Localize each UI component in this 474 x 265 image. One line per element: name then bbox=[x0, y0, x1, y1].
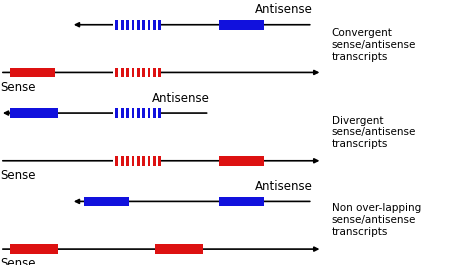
Bar bbox=[113, 156, 161, 166]
Bar bbox=[155, 244, 203, 254]
Bar bbox=[113, 20, 161, 30]
Bar bbox=[113, 68, 161, 77]
Bar bbox=[84, 197, 129, 206]
Bar bbox=[219, 156, 264, 166]
Text: Non over-lapping
sense/antisense
transcripts: Non over-lapping sense/antisense transcr… bbox=[332, 203, 421, 237]
Bar bbox=[219, 20, 264, 30]
Bar bbox=[9, 68, 55, 77]
Text: Sense: Sense bbox=[0, 169, 36, 182]
Bar bbox=[9, 244, 58, 254]
Bar bbox=[113, 156, 161, 166]
Bar bbox=[113, 108, 161, 118]
Bar bbox=[9, 108, 58, 118]
Text: Convergent
sense/antisense
transcripts: Convergent sense/antisense transcripts bbox=[332, 28, 416, 62]
Bar bbox=[113, 108, 161, 118]
Text: Antisense: Antisense bbox=[152, 92, 210, 105]
Text: Antisense: Antisense bbox=[255, 180, 313, 193]
Text: Antisense: Antisense bbox=[255, 3, 313, 16]
Text: Sense: Sense bbox=[0, 258, 36, 265]
Text: Divergent
sense/antisense
transcripts: Divergent sense/antisense transcripts bbox=[332, 116, 416, 149]
Bar bbox=[113, 68, 161, 77]
Text: Sense: Sense bbox=[0, 81, 36, 94]
Bar bbox=[219, 197, 264, 206]
Bar bbox=[113, 20, 161, 30]
